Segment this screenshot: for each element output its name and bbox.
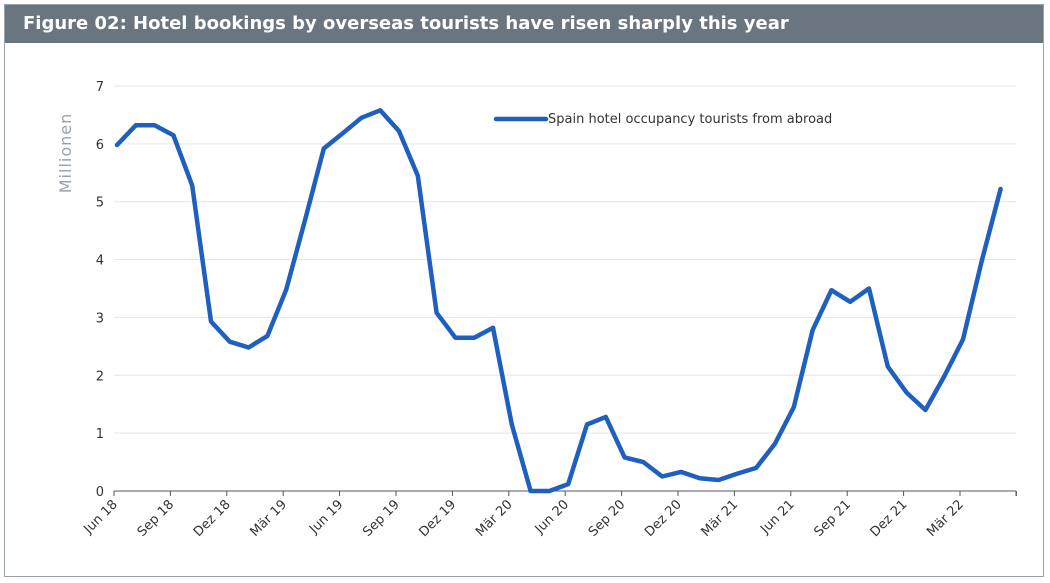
y-tick-label: 6 [96,138,104,153]
x-tick-label: Mär 22 [924,497,967,540]
x-tick-label: Sep 18 [135,497,178,540]
x-tick-label: Mär 21 [699,497,742,540]
legend-label: Spain hotel occupancy tourists from abro… [548,112,832,127]
y-tick-label: 5 [96,196,104,211]
series-line [114,108,1003,494]
y-tick-label: 2 [96,369,104,384]
x-tick-label: Sep 20 [586,497,629,540]
x-tick-label: Dez 21 [868,497,911,540]
x-tick-label: Mär 20 [473,497,516,540]
x-tick-label: Dez 19 [416,497,459,540]
x-tick-label: Jun 21 [757,497,797,537]
y-tick-label: 1 [96,427,104,442]
legend: Spain hotel occupancy tourists from abro… [493,112,832,127]
x-tick-label: Dez 18 [191,497,234,540]
x-tick-label: Sep 21 [811,497,854,540]
x-tick-label: Sep 19 [360,497,403,540]
gridlines [114,85,1016,434]
y-tick-label: 3 [96,311,104,326]
x-tick-label: Mär 19 [247,497,290,540]
y-axis-label: Millionen [56,113,75,194]
x-tick-label: Jun 19 [306,497,346,537]
y-tick-label: 0 [96,485,104,500]
y-tick-label: 7 [96,80,104,95]
x-tick-label: Jun 20 [532,497,572,537]
y-tick-label: 4 [96,254,104,269]
x-tick-label: Jun 18 [81,497,121,537]
series-layer [114,108,1003,494]
chart-title: Figure 02: Hotel bookings by overseas to… [5,5,1043,43]
x-tick-label: Dez 20 [642,497,685,540]
